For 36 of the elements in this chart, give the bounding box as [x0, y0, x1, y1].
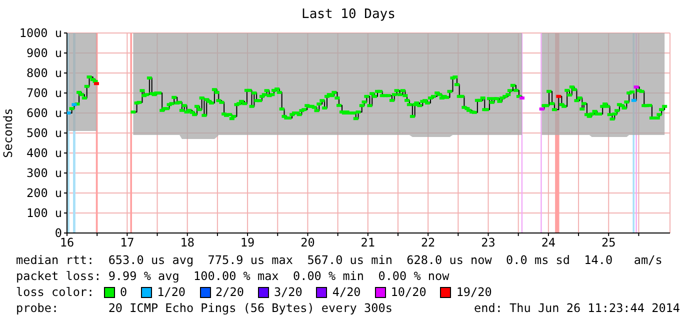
- x-tick-label: 21: [360, 235, 376, 250]
- legend-label: 10/20: [390, 284, 426, 300]
- legend-title: loss color:: [16, 284, 96, 300]
- y-tick-label: 900 u: [26, 46, 62, 60]
- legend-label: 3/20: [274, 284, 302, 300]
- x-tick-label: 23: [481, 235, 496, 250]
- point: [67, 112, 71, 114]
- y-tick-label: 500 u: [26, 126, 62, 140]
- x-tick-label: 17: [120, 235, 134, 250]
- legend-label: 19/20: [456, 284, 492, 300]
- chart-title: Last 10 Days: [300, 7, 396, 22]
- y-tick-label: 600 u: [26, 106, 62, 120]
- y-tick-label: 200 u: [26, 186, 62, 200]
- x-tick-label: 16: [60, 235, 74, 250]
- x-tick-label: 20: [300, 235, 315, 250]
- y-axis-title: Seconds: [1, 108, 16, 158]
- legend-label: 0: [120, 284, 128, 300]
- x-tick-label: 22: [420, 235, 436, 250]
- x-tick-label: 19: [240, 235, 255, 250]
- y-tick-label: 700 u: [26, 86, 62, 100]
- text: end: Thu Jun 26 11:23:44 2014: [474, 300, 680, 316]
- legend-label: 1/20: [157, 284, 186, 300]
- y-tick-label: 100 u: [26, 206, 62, 220]
- x-tick-label: 18: [180, 235, 194, 250]
- text: median rtt: 653.0 us avg 775.9 us max 567.0 us min 628.0 us now 0.0 ms sd 14.0 am/s: [16, 252, 664, 268]
- legend-label: 2/20: [216, 284, 244, 300]
- legend-label: 4/20: [332, 284, 361, 300]
- y-tick-label: 400 u: [26, 146, 62, 160]
- text: packet loss: 9.99 % avg 100.00 % max 0.00 % min 0.00 % now: [16, 268, 450, 284]
- x-tick-label: 24: [541, 235, 556, 250]
- text: probe: 20 ICMP Echo Pings (56 Bytes) every 300s: [16, 300, 392, 316]
- y-tick-label: 800 u: [26, 66, 62, 80]
- y-tick-label: 300 u: [26, 166, 62, 180]
- x-tick-label: 25: [602, 235, 616, 250]
- y-tick-label: 0: [54, 226, 62, 240]
- y-tick-label: 1000 u: [19, 26, 62, 40]
